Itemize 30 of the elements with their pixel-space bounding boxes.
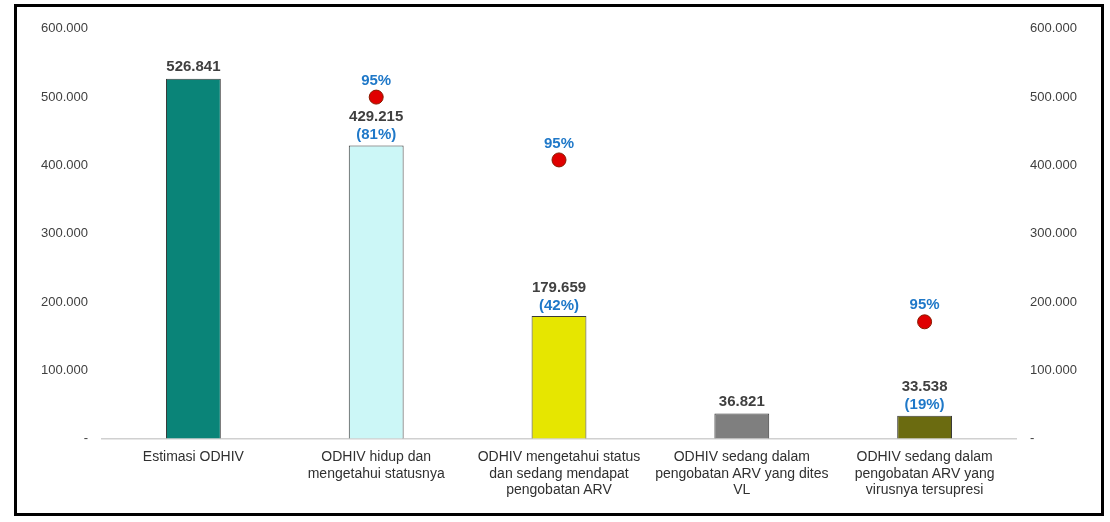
y2-tick-label: 200.000: [1030, 293, 1078, 309]
data-label: 179.659: [531, 277, 587, 295]
data-label: 429.215: [349, 107, 404, 125]
y-tick-label: -: [83, 430, 88, 446]
data-label: 33.538: [901, 377, 948, 395]
y-tick-label: 300.000: [40, 225, 88, 241]
x-tick-label: Estimasi ODHIV: [142, 447, 245, 464]
y2-tick-label: 500.000: [1030, 88, 1078, 104]
annotation: 95%: [909, 295, 940, 313]
y-tick-label: 500.000: [40, 88, 88, 104]
y-tick-label: 600.000: [40, 20, 88, 36]
x-tick-label: ODHIV sedang dalam pengobatan ARV yang virusnya tersupresi: [854, 447, 995, 498]
y2-tick-label: 600.000: [1030, 20, 1078, 36]
annotation: 95%: [361, 70, 392, 88]
y2-tick-label: 100.000: [1030, 361, 1078, 377]
data-label: 526.841: [166, 57, 221, 75]
y-tick-label: 400.000: [40, 156, 88, 172]
annotation: (81%): [356, 125, 397, 143]
data-label: 36.821: [718, 392, 765, 410]
y2-tick-label: -: [1030, 430, 1035, 446]
x-tick-label: ODHIV sedang dalam pengobatan ARV yang dites VL: [655, 447, 829, 498]
x-tick-label: ODHIV mengetahui status dan sedang mendapat pengobatan ARV: [477, 447, 641, 498]
x-tick-label: ODHIV hidup dan mengetahui statusnya: [307, 447, 445, 481]
annotation: (42%): [538, 295, 580, 313]
y2-tick-label: 300.000: [1030, 225, 1078, 241]
y2-tick-label: 400.000: [1030, 156, 1078, 172]
y-tick-label: 100.000: [40, 361, 88, 377]
annotation: (19%): [904, 395, 945, 413]
annotation: 95%: [543, 133, 575, 151]
y-tick-label: 200.000: [40, 293, 88, 309]
